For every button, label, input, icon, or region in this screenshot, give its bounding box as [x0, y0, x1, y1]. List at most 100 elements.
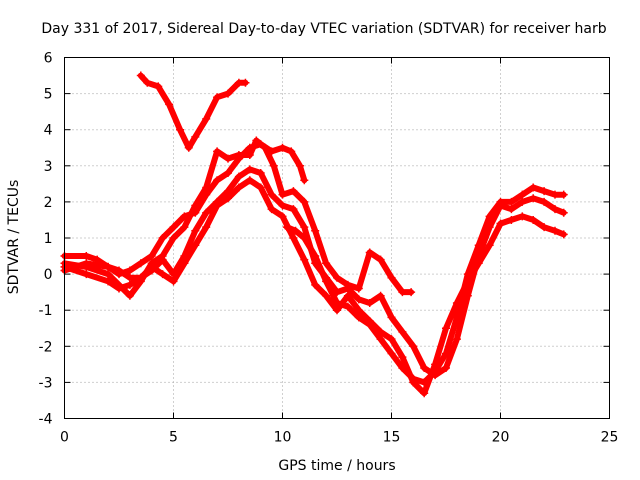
series-track-4: [60, 165, 568, 380]
data-point-marker: [278, 143, 287, 152]
data-point-marker: [180, 223, 189, 232]
data-point-marker: [529, 215, 538, 224]
data-point-marker: [485, 241, 494, 250]
data-point-marker: [343, 291, 352, 300]
data-point-marker: [452, 335, 461, 344]
x-axis: 0 5 10 15 20 25: [60, 57, 619, 446]
data-point-marker: [234, 150, 243, 159]
data-point-marker: [289, 234, 298, 242]
y-tick-label: 2: [44, 195, 53, 211]
x-tick-label: 5: [169, 430, 178, 446]
data-point-marker: [442, 324, 450, 333]
y-tick-label: 1: [44, 231, 53, 247]
data-point-marker: [165, 100, 174, 109]
data-point-marker: [518, 197, 527, 206]
data-point-marker: [104, 262, 113, 271]
data-point-marker: [180, 259, 189, 268]
data-point-marker: [387, 335, 396, 344]
data-point-marker: [452, 313, 461, 322]
data-point-marker: [202, 183, 211, 192]
data-point-marker: [559, 208, 568, 217]
data-point-marker: [507, 197, 516, 206]
data-point-marker: [202, 114, 211, 123]
series-track-1: [136, 71, 250, 152]
data-point-marker: [518, 190, 527, 199]
data-point-marker: [213, 147, 222, 156]
data-point-marker: [507, 205, 516, 214]
data-point-marker: [559, 230, 568, 239]
data-point-marker: [143, 78, 152, 87]
data-point-marker: [354, 295, 363, 304]
data-point-marker: [224, 154, 232, 163]
data-point-marker: [125, 280, 134, 289]
y-tick-label: -4: [39, 412, 53, 428]
y-tick-label: 0: [44, 267, 53, 283]
data-point-marker: [376, 291, 385, 300]
data-point-marker: [245, 176, 254, 185]
data-point-marker: [343, 302, 352, 311]
data-point-marker: [241, 78, 250, 87]
data-point-marker: [136, 259, 145, 268]
data-point-marker: [474, 259, 483, 268]
data-point-marker: [354, 284, 363, 293]
x-tick-label: 0: [60, 430, 69, 446]
data-point-marker: [115, 266, 123, 275]
data-point-marker: [269, 161, 278, 170]
data-point-marker: [559, 190, 568, 199]
data-point-marker: [311, 252, 320, 261]
data-point-marker: [496, 219, 505, 228]
data-point-marker: [295, 161, 304, 170]
y-axis-title: SDTVAR / TECUs: [6, 180, 22, 295]
data-point-marker: [213, 176, 222, 185]
y-tick-label: 4: [44, 123, 53, 139]
data-point-marker: [387, 349, 396, 358]
data-point-marker: [300, 234, 309, 242]
data-point-marker: [125, 266, 134, 275]
data-point-marker: [104, 270, 113, 279]
data-point-marker: [125, 273, 134, 282]
data-point-marker: [343, 284, 352, 293]
data-point-marker: [191, 241, 200, 250]
grid: [64, 57, 610, 419]
data-point-marker: [224, 187, 232, 196]
data-point-marker: [158, 270, 167, 279]
data-point-marker: [176, 125, 185, 134]
data-point-marker: [287, 147, 296, 156]
data-point-marker: [158, 234, 167, 242]
data-point-marker: [398, 327, 407, 336]
data-point-marker: [202, 208, 211, 217]
y-tick-label: 3: [44, 159, 53, 175]
data-point-marker: [409, 374, 418, 383]
data-point-marker: [261, 143, 270, 152]
data-point-marker: [82, 259, 91, 268]
data-point-marker: [407, 288, 416, 297]
data-point-marker: [184, 143, 193, 152]
y-tick-label: -1: [39, 303, 53, 319]
data-point-marker: [278, 190, 287, 199]
data-point-marker: [333, 273, 341, 282]
data-point-marker: [387, 313, 396, 322]
data-point-marker: [365, 298, 374, 307]
y-tick-label: 6: [44, 51, 53, 67]
series-track-6: [282, 183, 568, 387]
data-point-marker: [234, 183, 243, 192]
data-point-marker: [169, 223, 178, 232]
data-point-marker: [267, 205, 276, 214]
data-point-marker: [191, 201, 200, 210]
data-point-marker: [213, 201, 222, 210]
chart-title: Day 331 of 2017, Sidereal Day-to-day VTE…: [41, 21, 606, 37]
data-point-marker: [540, 223, 549, 232]
data-point-marker: [431, 367, 440, 376]
data-point-marker: [551, 205, 559, 214]
data-point-marker: [256, 169, 265, 178]
y-tick-label: -3: [39, 375, 53, 391]
data-point-marker: [154, 82, 163, 91]
data-point-marker: [147, 252, 156, 261]
data-point-marker: [485, 212, 494, 221]
data-point-marker: [376, 335, 385, 344]
data-point-marker: [104, 277, 113, 286]
data-point-marker: [147, 262, 156, 271]
data-point-marker: [267, 190, 276, 199]
x-tick-label: 25: [601, 430, 619, 446]
